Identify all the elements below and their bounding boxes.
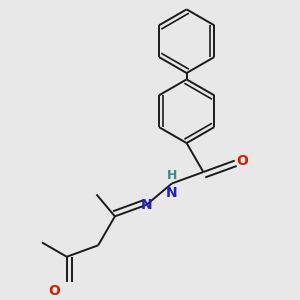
Text: O: O [49, 284, 60, 298]
Text: O: O [236, 154, 248, 168]
Text: N: N [140, 198, 152, 212]
Text: N: N [166, 186, 178, 200]
Text: H: H [167, 169, 177, 182]
